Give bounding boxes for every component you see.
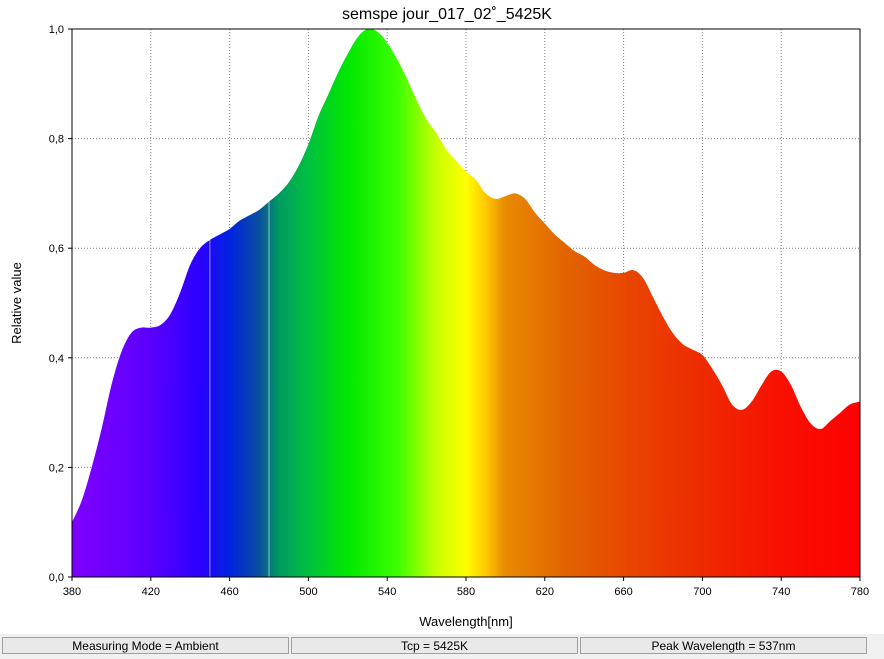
x-tick-label: 500 — [299, 586, 317, 598]
x-tick-label: 660 — [614, 586, 632, 598]
x-axis-label: Wavelength[nm] — [419, 614, 512, 629]
status-tcp: Tcp = 5425K — [291, 637, 578, 654]
x-tick-label: 380 — [63, 586, 81, 598]
y-axis-label: Relative value — [9, 262, 24, 344]
x-tick-label: 700 — [693, 586, 711, 598]
x-tick-label: 420 — [142, 586, 160, 598]
chart-title: semspe jour_017_02˚_5425K — [342, 6, 552, 23]
spectrum-chart: semspe jour_017_02˚_5425K Wavelength[nm]… — [9, 6, 869, 629]
chart-area: semspe jour_017_02˚_5425K Wavelength[nm]… — [0, 0, 884, 634]
y-tick-label: 0,6 — [49, 243, 64, 255]
y-axis-ticks: 0,0 0,2 0,4 0,6 0,8 1,0 — [49, 24, 72, 584]
x-tick-label: 620 — [536, 586, 554, 598]
status-peak-wavelength: Peak Wavelength = 537nm — [580, 637, 867, 654]
y-tick-label: 0,4 — [49, 353, 64, 365]
status-bar: Measuring Mode = Ambient Tcp = 5425K Pea… — [0, 635, 884, 659]
x-axis-ticks: 380 420 460 500 540 580 620 660 700 740 780 — [63, 577, 869, 598]
status-measuring-mode: Measuring Mode = Ambient — [2, 637, 289, 654]
x-tick-label: 580 — [457, 586, 475, 598]
y-tick-label: 0,0 — [49, 572, 64, 584]
x-tick-label: 780 — [851, 586, 869, 598]
x-tick-label: 740 — [772, 586, 790, 598]
y-tick-label: 0,8 — [49, 134, 64, 146]
x-tick-label: 540 — [378, 586, 396, 598]
x-tick-label: 460 — [220, 586, 238, 598]
wavelength-markers — [209, 201, 270, 577]
y-tick-label: 1,0 — [49, 24, 64, 36]
y-tick-label: 0,2 — [49, 462, 64, 474]
